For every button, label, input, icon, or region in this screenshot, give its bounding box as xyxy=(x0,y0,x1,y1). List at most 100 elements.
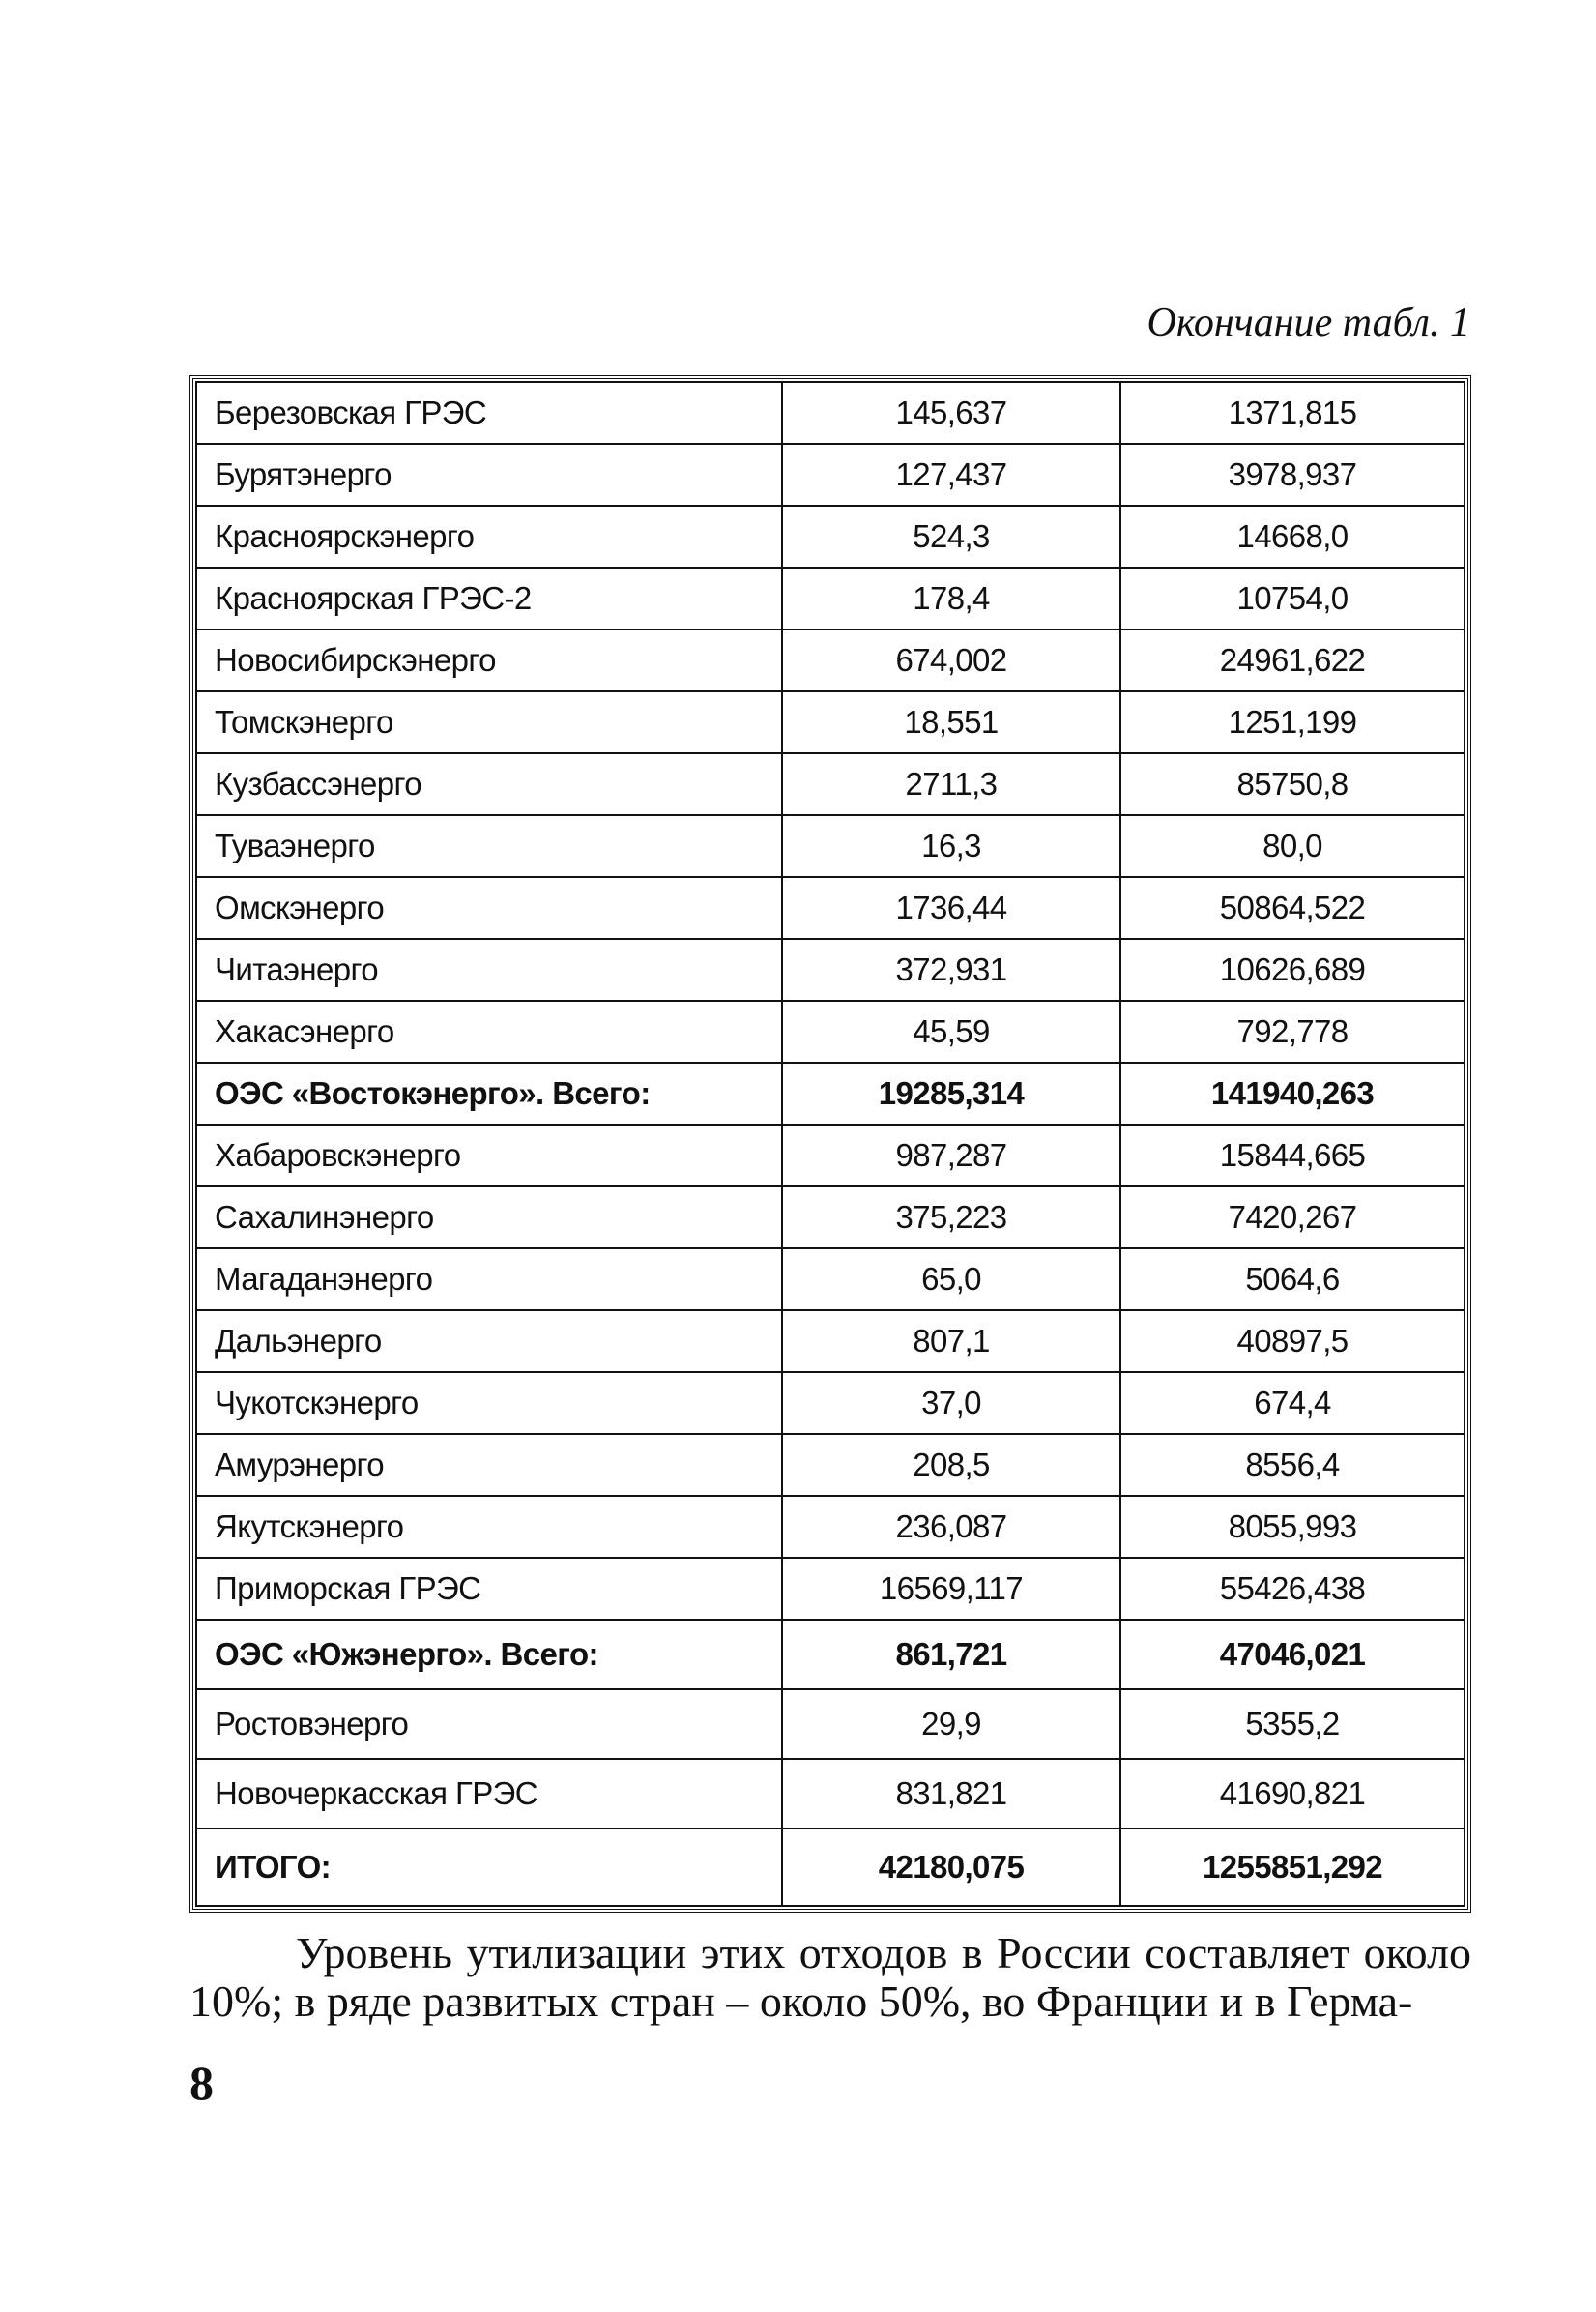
value-1-cell: 1736,44 xyxy=(781,876,1121,940)
row-name-cell: Дальэнерго xyxy=(195,1309,783,1373)
value-1-cell: 16,3 xyxy=(781,814,1121,878)
value-1-cell: 372,931 xyxy=(781,938,1121,1002)
table-row: Читаэнерго 372,931 10626,689 xyxy=(195,938,1465,1002)
table-row: ОЭС «Востокэнерго». Всего: 19285,314 14194… xyxy=(195,1062,1465,1126)
table-row: Якутскэнерго 236,087 8055,993 xyxy=(195,1495,1465,1559)
value-1-cell: 45,59 xyxy=(781,1000,1121,1064)
row-name-cell: Кузбассэнерго xyxy=(195,752,783,816)
value-2-cell: 24961,622 xyxy=(1119,629,1465,692)
value-2-cell: 85750,8 xyxy=(1119,752,1465,816)
value-1-cell: 861,721 xyxy=(781,1619,1121,1690)
value-1-cell: 65,0 xyxy=(781,1247,1121,1311)
row-name-cell: Туваэнерго xyxy=(195,814,783,878)
table-row: Новосибирскэнерго 674,002 24961,622 xyxy=(195,629,1465,692)
table-row: Красноярская ГРЭС-2 178,4 10754,0 xyxy=(195,567,1465,630)
row-name-cell: Красноярскэнерго xyxy=(195,505,783,569)
value-2-cell: 5355,2 xyxy=(1119,1688,1465,1760)
value-2-cell: 3978,937 xyxy=(1119,443,1465,507)
value-2-cell: 50864,522 xyxy=(1119,876,1465,940)
table-row: Хабаровскэнерго 987,287 15844,665 xyxy=(195,1124,1465,1187)
row-name-cell: Ростовэнерго xyxy=(195,1688,783,1760)
row-name-cell: Красноярская ГРЭС-2 xyxy=(195,567,783,630)
value-1-cell: 807,1 xyxy=(781,1309,1121,1373)
value-1-cell: 178,4 xyxy=(781,567,1121,630)
value-1-cell: 674,002 xyxy=(781,629,1121,692)
value-1-cell: 208,5 xyxy=(781,1433,1121,1497)
table-row: ИТОГО: 42180,075 1255851,292 xyxy=(195,1828,1465,1907)
value-2-cell: 10754,0 xyxy=(1119,567,1465,630)
value-2-cell: 40897,5 xyxy=(1119,1309,1465,1373)
table-row: Амурэнерго 208,5 8556,4 xyxy=(195,1433,1465,1497)
value-2-cell: 14668,0 xyxy=(1119,505,1465,569)
data-table: Березовская ГРЭС 145,637 1371,815 Бурятэнер… xyxy=(195,381,1465,1907)
table-row: Дальэнерго 807,1 40897,5 xyxy=(195,1309,1465,1373)
body-paragraph: Уровень утилизации этих отходов в России… xyxy=(189,1928,1471,2026)
table-row: Новочеркасская ГРЭС 831,821 41690,821 xyxy=(195,1758,1465,1829)
row-name-cell: Чукотскэнерго xyxy=(195,1371,783,1435)
value-2-cell: 55426,438 xyxy=(1119,1557,1465,1621)
value-2-cell: 8055,993 xyxy=(1119,1495,1465,1559)
table-row: Бурятэнерго 127,437 3978,937 xyxy=(195,443,1465,507)
row-name-cell: Томскэнерго xyxy=(195,690,783,754)
value-2-cell: 1371,815 xyxy=(1119,381,1465,445)
row-name-cell: Читаэнерго xyxy=(195,938,783,1002)
table-row: Ростовэнерго 29,9 5355,2 xyxy=(195,1688,1465,1760)
row-name-cell: ОЭС «Южэнерго». Всего: xyxy=(195,1619,783,1690)
value-1-cell: 987,287 xyxy=(781,1124,1121,1187)
value-2-cell: 792,778 xyxy=(1119,1000,1465,1064)
value-2-cell: 80,0 xyxy=(1119,814,1465,878)
value-2-cell: 10626,689 xyxy=(1119,938,1465,1002)
value-1-cell: 145,637 xyxy=(781,381,1121,445)
table-row: Туваэнерго 16,3 80,0 xyxy=(195,814,1465,878)
value-2-cell: 1255851,292 xyxy=(1119,1828,1465,1907)
value-2-cell: 674,4 xyxy=(1119,1371,1465,1435)
table-row: Томскэнерго 18,551 1251,199 xyxy=(195,690,1465,754)
value-1-cell: 42180,075 xyxy=(781,1828,1121,1907)
value-1-cell: 375,223 xyxy=(781,1185,1121,1249)
table-row: Красноярскэнерго 524,3 14668,0 xyxy=(195,505,1465,569)
value-1-cell: 19285,314 xyxy=(781,1062,1121,1126)
value-1-cell: 37,0 xyxy=(781,1371,1121,1435)
value-2-cell: 7420,267 xyxy=(1119,1185,1465,1249)
table-row: ОЭС «Южэнерго». Всего: 861,721 47046,021 xyxy=(195,1619,1465,1690)
row-name-cell: Новосибирскэнерго xyxy=(195,629,783,692)
data-table-frame: Березовская ГРЭС 145,637 1371,815 Бурятэнер… xyxy=(189,375,1471,1913)
page-number: 8 xyxy=(189,2056,214,2110)
value-2-cell: 15844,665 xyxy=(1119,1124,1465,1187)
value-1-cell: 236,087 xyxy=(781,1495,1121,1559)
row-name-cell: Бурятэнерго xyxy=(195,443,783,507)
row-name-cell: Сахалинэнерго xyxy=(195,1185,783,1249)
value-2-cell: 5064,6 xyxy=(1119,1247,1465,1311)
row-name-cell: Магаданэнерго xyxy=(195,1247,783,1311)
row-name-cell: Новочеркасская ГРЭС xyxy=(195,1758,783,1829)
row-name-cell: Якутскэнерго xyxy=(195,1495,783,1559)
row-name-cell: ИТОГО: xyxy=(195,1828,783,1907)
value-2-cell: 141940,263 xyxy=(1119,1062,1465,1126)
value-1-cell: 2711,3 xyxy=(781,752,1121,816)
row-name-cell: Хакасэнерго xyxy=(195,1000,783,1064)
value-1-cell: 127,437 xyxy=(781,443,1121,507)
row-name-cell: Приморская ГРЭС xyxy=(195,1557,783,1621)
table-row: Хакасэнерго 45,59 792,778 xyxy=(195,1000,1465,1064)
value-1-cell: 524,3 xyxy=(781,505,1121,569)
value-1-cell: 29,9 xyxy=(781,1688,1121,1760)
row-name-cell: ОЭС «Востокэнерго». Всего: xyxy=(195,1062,783,1126)
table-row: Омскэнерго 1736,44 50864,522 xyxy=(195,876,1465,940)
row-name-cell: Омскэнерго xyxy=(195,876,783,940)
row-name-cell: Хабаровскэнерго xyxy=(195,1124,783,1187)
row-name-cell: Березовская ГРЭС xyxy=(195,381,783,445)
value-2-cell: 1251,199 xyxy=(1119,690,1465,754)
table-row: Березовская ГРЭС 145,637 1371,815 xyxy=(195,381,1465,445)
table-row: Приморская ГРЭС 16569,117 55426,438 xyxy=(195,1557,1465,1621)
value-1-cell: 18,551 xyxy=(781,690,1121,754)
table-row: Кузбассэнерго 2711,3 85750,8 xyxy=(195,752,1465,816)
value-2-cell: 47046,021 xyxy=(1119,1619,1465,1690)
table-row: Магаданэнерго 65,0 5064,6 xyxy=(195,1247,1465,1311)
table-caption: Окончание табл. 1 xyxy=(1146,301,1470,345)
value-1-cell: 831,821 xyxy=(781,1758,1121,1829)
value-2-cell: 8556,4 xyxy=(1119,1433,1465,1497)
value-1-cell: 16569,117 xyxy=(781,1557,1121,1621)
row-name-cell: Амурэнерго xyxy=(195,1433,783,1497)
table-row: Чукотскэнерго 37,0 674,4 xyxy=(195,1371,1465,1435)
value-2-cell: 41690,821 xyxy=(1119,1758,1465,1829)
